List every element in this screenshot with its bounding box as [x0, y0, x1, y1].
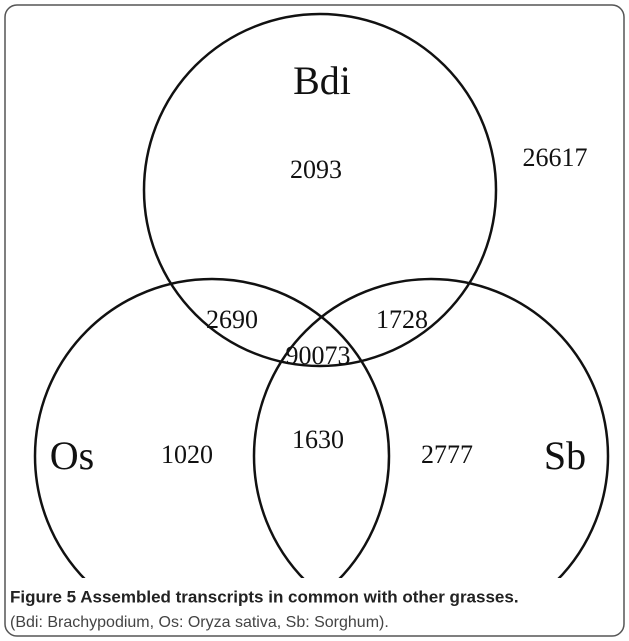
region-count: 26617 — [523, 143, 588, 172]
region-count: 2690 — [206, 305, 258, 334]
region-count: 1728 — [376, 305, 428, 334]
set-label: Os — [50, 433, 94, 478]
region-count: 90073 — [286, 341, 351, 370]
region-count: 2777 — [421, 440, 473, 469]
region-count: 1020 — [161, 440, 213, 469]
caption-title: Figure 5 Assembled transcripts in common… — [10, 587, 519, 606]
set-label: Bdi — [293, 58, 351, 103]
frame — [4, 4, 625, 637]
region-count: 1630 — [292, 425, 344, 454]
region-count: 2093 — [290, 155, 342, 184]
venn — [33, 12, 610, 635]
circle-bdi — [142, 12, 498, 368]
caption-text: (Bdi: Brachypodium, Os: Oryza sativa, Sb… — [10, 614, 389, 631]
caption-bg — [6, 578, 623, 635]
set-label: Sb — [544, 433, 586, 478]
